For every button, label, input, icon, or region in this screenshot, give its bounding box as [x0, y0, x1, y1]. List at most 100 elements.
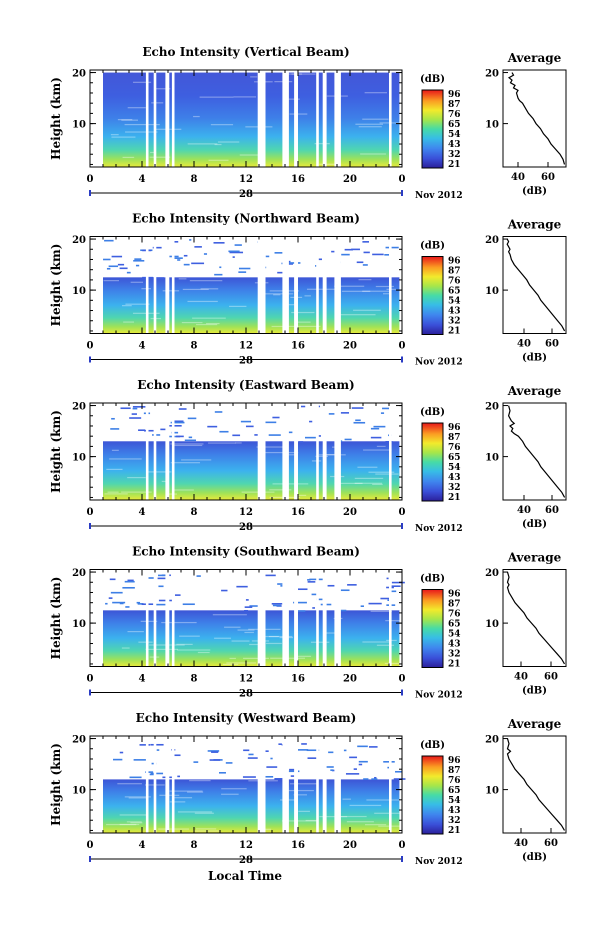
- echo-texture: [117, 783, 142, 785]
- data-gap: [90, 736, 103, 833]
- echo-texture: [126, 821, 142, 823]
- echo-texture: [294, 655, 312, 657]
- echo-streak: [103, 258, 111, 261]
- x-tick-label: 4: [139, 674, 146, 685]
- colorbar-tick-label: 54: [448, 130, 461, 140]
- colorbar-tick-label: 96: [448, 423, 461, 433]
- echo-texture: [363, 449, 392, 451]
- echo-streak: [330, 769, 334, 771]
- echo-texture: [162, 290, 180, 292]
- data-gap: [90, 569, 103, 667]
- y-axis-label: Height (km): [49, 244, 63, 327]
- echo-texture: [208, 159, 229, 161]
- echo-texture: [124, 123, 160, 126]
- x-tick-label: 4: [139, 840, 146, 851]
- x-tick-label: 60: [545, 505, 559, 516]
- echo-texture: [187, 143, 218, 145]
- data-gap: [282, 403, 289, 500]
- echo-texture: [138, 641, 153, 643]
- echo-streak: [244, 609, 249, 612]
- x-tick-label: 12: [239, 840, 253, 851]
- echo-streak: [242, 776, 256, 778]
- y-tick-label: 10: [72, 286, 86, 297]
- echo-texture: [340, 314, 376, 316]
- echo-streak: [309, 420, 313, 423]
- echo-texture: [130, 281, 144, 283]
- echo-texture: [187, 791, 204, 793]
- echo-texture: [342, 798, 351, 800]
- colorbar-tick-label: 96: [448, 90, 461, 100]
- echo-streak: [336, 589, 350, 592]
- x-tick-label: 16: [291, 840, 305, 851]
- echo-texture: [334, 285, 365, 287]
- colorbar-tick-label: 96: [448, 756, 461, 766]
- echo-streak: [228, 250, 240, 253]
- echo-streak: [177, 259, 181, 261]
- echo-texture: [106, 823, 137, 826]
- data-gap: [90, 236, 103, 334]
- echo-texture: [325, 454, 336, 456]
- echo-streak: [136, 601, 141, 604]
- echo-texture: [378, 825, 411, 827]
- echo-texture: [127, 107, 146, 109]
- echo-streak: [391, 585, 401, 587]
- echo-streak: [328, 413, 340, 415]
- colorbar: [421, 755, 444, 835]
- echo-streak: [347, 584, 357, 586]
- data-gap: [389, 736, 392, 833]
- echo-texture: [103, 280, 119, 282]
- y-tick-label: 10: [72, 619, 86, 630]
- colorbar-tick-label: 96: [448, 590, 461, 600]
- y-tick-label: 20: [485, 235, 499, 246]
- echo-texture: [127, 630, 144, 633]
- echo-texture: [379, 122, 413, 124]
- colorbar-tick-label: 65: [448, 287, 461, 297]
- day-label: 28: [239, 522, 253, 533]
- echo-field: [103, 779, 400, 833]
- data-gap: [322, 569, 327, 667]
- data-gap: [389, 70, 392, 167]
- echo-texture: [173, 797, 193, 799]
- echo-streak: [370, 427, 380, 430]
- echo-streak: [245, 425, 254, 428]
- echo-texture: [284, 73, 316, 75]
- colorbar-tick-label: 21: [448, 493, 461, 503]
- colorbar-tick-label: 21: [448, 327, 461, 337]
- echo-streak: [111, 417, 115, 420]
- echo-streak: [232, 256, 235, 258]
- echo-texture: [145, 648, 178, 650]
- echo-texture: [224, 626, 241, 628]
- panel-eastward: Echo Intensity (Eastward Beam) Height (km…: [49, 378, 567, 534]
- echo-streak: [119, 267, 128, 270]
- echo-texture: [284, 454, 297, 456]
- echo-streak: [391, 581, 405, 584]
- average-x-label: (dB): [522, 519, 547, 530]
- data-gap: [145, 569, 149, 667]
- echo-texture: [269, 489, 292, 491]
- echo-texture: [170, 443, 204, 445]
- echo-streak: [158, 585, 164, 588]
- echo-streak: [358, 763, 363, 766]
- echo-streak: [343, 749, 347, 752]
- echo-texture: [130, 822, 143, 824]
- echo-streak: [178, 408, 187, 410]
- x-tick-label: 0: [87, 341, 94, 352]
- echo-streak: [238, 267, 251, 270]
- day-label: 28: [239, 356, 253, 367]
- x-tick-label: 20: [343, 840, 357, 851]
- x-tick-label: 40: [517, 505, 531, 516]
- echo-streak: [317, 258, 322, 261]
- echo-streak: [104, 239, 114, 242]
- echo-texture: [182, 288, 209, 291]
- echo-streak: [173, 257, 183, 259]
- echo-texture: [197, 651, 210, 654]
- echo-texture: [179, 635, 200, 637]
- colorbar-tick-label: 76: [448, 776, 461, 786]
- echo-texture: [385, 620, 416, 622]
- average-frame: [502, 69, 567, 168]
- data-gap: [153, 736, 157, 833]
- data-gap: [171, 236, 175, 334]
- echo-streak: [221, 589, 228, 592]
- data-gap: [294, 569, 298, 667]
- data-gap: [257, 236, 266, 334]
